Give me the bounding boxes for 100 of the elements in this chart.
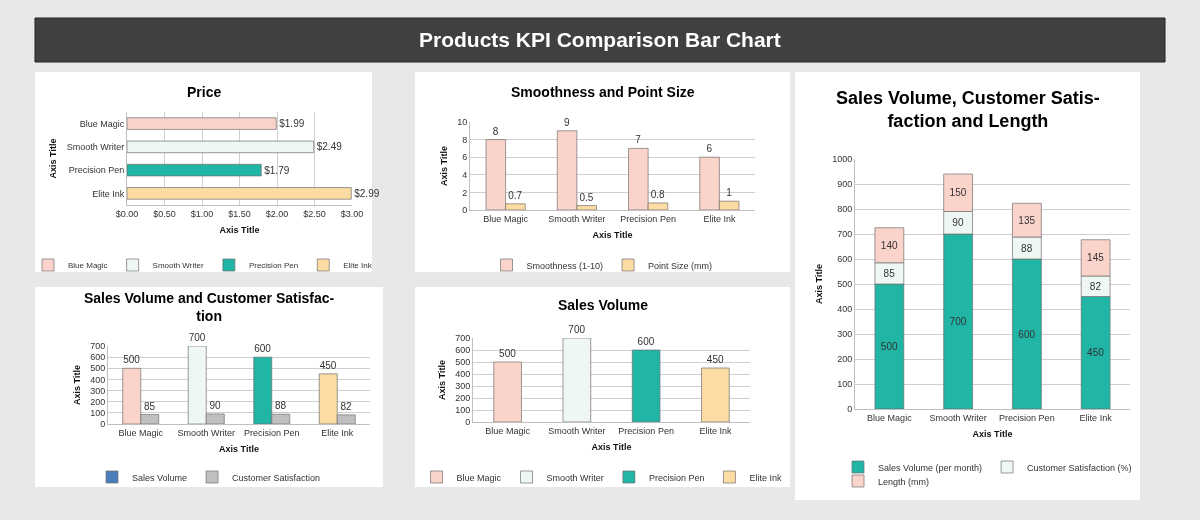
x-tick-label: Precision Pen <box>620 213 676 224</box>
y-axis-title: Axis Title <box>438 146 449 186</box>
x-tick-label: Blue Magic <box>485 425 531 436</box>
data-label: 145 <box>1087 252 1105 264</box>
y-tick-label: 0 <box>462 205 468 216</box>
legend-label: Point Size (mm) <box>648 260 713 271</box>
x-tick-label: Elite Ink <box>1079 412 1113 423</box>
data-label: 450 <box>1087 347 1105 359</box>
data-label: 1 <box>726 187 733 199</box>
data-label: 82 <box>1089 280 1102 292</box>
y-tick-label: 10 <box>457 117 468 128</box>
x-tick-label: Blue Magic <box>483 213 529 224</box>
legend-label: Elite Ink <box>343 261 373 271</box>
data-label: 600 <box>637 336 655 347</box>
data-label: 500 <box>123 354 141 366</box>
y-tick-label: 300 <box>455 381 471 392</box>
data-label: 700 <box>188 332 206 343</box>
data-label: 0.5 <box>579 191 594 203</box>
x-tick-label: Precision Pen <box>618 425 674 436</box>
legend-label: Sales Volume <box>132 472 188 483</box>
x-tick-label: $0.00 <box>115 208 139 219</box>
data-label: 500 <box>499 348 517 359</box>
x-tick-label: Elite Ink <box>321 427 354 438</box>
y-tick-label: 500 <box>455 357 471 368</box>
x-tick-label: Elite Ink <box>703 213 736 224</box>
y-axis-title: Axis Title <box>71 365 82 405</box>
x-tick-label: $1.50 <box>228 208 251 219</box>
y-tick-label: 600 <box>837 254 853 265</box>
y-axis-title: Axis Title <box>436 360 447 400</box>
y-tick-label: 400 <box>455 369 471 380</box>
x-tick-label: $1.00 <box>190 208 214 219</box>
data-label: 0.7 <box>508 189 523 201</box>
y-tick-label: 1000 <box>832 154 853 165</box>
y-tick-label: 300 <box>837 329 853 340</box>
data-label: $2.99 <box>354 187 380 199</box>
data-label: 450 <box>706 354 724 365</box>
y-tick-label: 8 <box>462 134 468 145</box>
y-tick-label: 700 <box>455 333 471 344</box>
data-label: 82 <box>340 400 353 412</box>
legend-label: Customer Satisfaction <box>232 472 321 483</box>
legend-label: Precision Pen <box>248 261 299 271</box>
x-tick-label: $2.00 <box>265 208 289 219</box>
x-tick-label: Smooth Writer <box>548 425 606 436</box>
data-label: 88 <box>1021 242 1033 254</box>
data-label: 500 <box>880 341 898 352</box>
x-tick-label: $0.50 <box>153 208 176 219</box>
y-tick-label: 0 <box>100 419 106 430</box>
y-tick-label: 100 <box>837 379 853 390</box>
text: Products KPI Comparison Bar Chart <box>419 28 781 51</box>
x-tick-label: $3.00 <box>340 208 364 219</box>
y-tick-label: Precision Pen <box>68 165 125 176</box>
y-tick-label: Smooth Writer <box>66 142 125 153</box>
chart-title: Smoothness and Point Size <box>511 84 695 100</box>
x-tick-label: Precision Pen <box>999 412 1055 423</box>
data-label: 8 <box>492 125 499 137</box>
y-tick-label: 0 <box>847 404 853 415</box>
data-label: 700 <box>568 324 586 335</box>
y-tick-label: Blue Magic <box>79 118 125 129</box>
data-label: 6 <box>706 143 713 155</box>
x-tick-label: Smooth Writer <box>177 427 235 438</box>
x-axis-title: Axis Title <box>592 229 633 240</box>
data-label: 90 <box>209 399 222 411</box>
x-axis-title: Axis Title <box>219 443 259 454</box>
y-tick-label: 500 <box>90 363 106 374</box>
y-tick-label: 900 <box>837 179 853 190</box>
y-tick-label: Elite Ink <box>92 188 125 199</box>
data-label: 135 <box>1018 214 1036 226</box>
data-label: 140 <box>880 239 898 251</box>
x-tick-label: Blue Magic <box>867 412 913 423</box>
data-label: $2.49 <box>316 141 343 153</box>
y-tick-label: 500 <box>837 279 853 290</box>
y-tick-label: 4 <box>462 169 468 180</box>
data-label: 85 <box>143 400 156 412</box>
data-label: 0.8 <box>650 188 666 200</box>
x-tick-label: Smooth Writer <box>548 213 606 224</box>
data-label: 700 <box>949 316 967 327</box>
data-label: 150 <box>949 187 967 199</box>
y-tick-label: 2 <box>462 187 468 198</box>
data-label: 9 <box>564 116 571 128</box>
legend-label: Smooth Writer <box>546 472 604 483</box>
data-label: $1.99 <box>279 118 305 130</box>
y-tick-label: 400 <box>90 374 106 385</box>
chart-title: Sales Volume <box>558 297 649 313</box>
x-tick-label: $2.50 <box>303 208 326 219</box>
x-axis-title: Axis Title <box>591 441 632 452</box>
chart-title: Price <box>187 84 222 100</box>
y-tick-label: 700 <box>90 341 106 352</box>
legend-label: Smoothness (1-10) <box>526 260 604 271</box>
legend-label: Sales Volume (per month) <box>878 462 983 473</box>
data-label: 450 <box>319 359 337 371</box>
legend-label: Precision Pen <box>648 472 705 483</box>
data-label: 90 <box>952 217 964 229</box>
y-tick-label: 400 <box>837 304 853 315</box>
data-label: 85 <box>883 267 896 279</box>
x-tick-label: Precision Pen <box>243 427 300 438</box>
legend-label: Elite Ink <box>749 472 782 483</box>
y-tick-label: 0 <box>465 417 471 428</box>
x-tick-label: Elite Ink <box>699 425 732 436</box>
y-tick-label: 600 <box>90 352 106 363</box>
legend-label: Length (mm) <box>878 476 930 487</box>
